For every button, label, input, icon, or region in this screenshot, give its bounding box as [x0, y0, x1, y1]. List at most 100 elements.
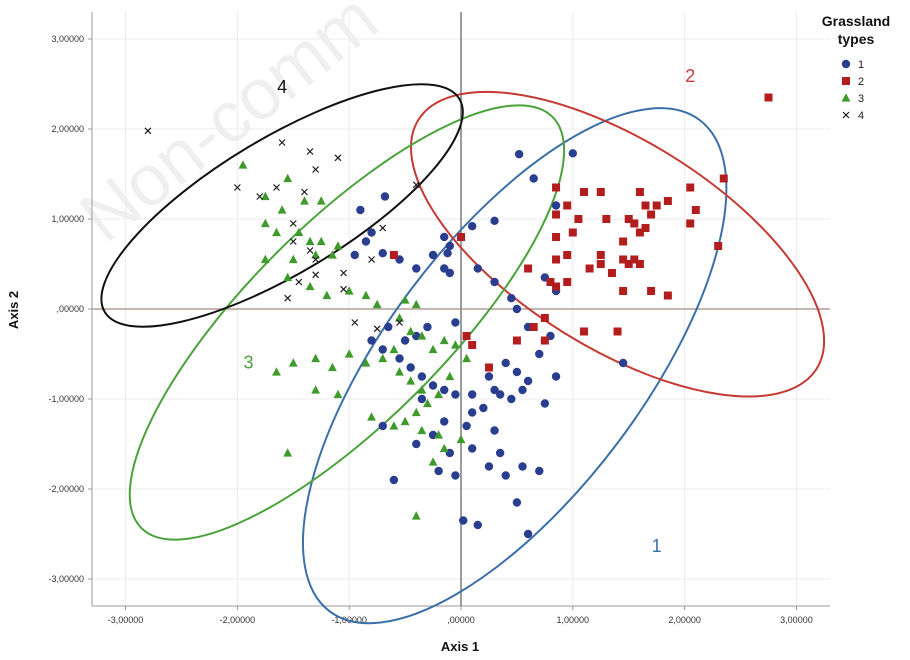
data-point-3	[305, 281, 315, 291]
data-point-1	[378, 345, 387, 354]
data-point-2	[764, 93, 773, 102]
data-point-2	[647, 210, 656, 219]
data-point-1	[451, 471, 460, 480]
data-point-4	[233, 184, 241, 191]
data-point-1	[467, 408, 477, 417]
data-point-1	[440, 417, 449, 426]
data-point-4	[144, 127, 152, 135]
legend-marker-3	[841, 93, 851, 102]
data-point-3	[272, 367, 281, 376]
data-point-1	[523, 376, 533, 386]
confidence-ellipses: 1 2 3 4	[100, 66, 826, 625]
data-point-1	[467, 222, 477, 231]
data-point-2	[619, 287, 628, 295]
data-point-1	[490, 426, 499, 435]
data-point-1	[445, 241, 455, 251]
data-point-3	[378, 353, 388, 363]
data-point-3	[328, 362, 337, 372]
x-tick-label: 2,00000	[668, 615, 701, 625]
legend-label-1: 1	[858, 59, 864, 71]
ellipse-label-4: 4	[277, 77, 287, 97]
data-point-1	[490, 385, 499, 395]
data-point-3	[428, 344, 438, 354]
x-tick-label: -2,00000	[220, 615, 256, 625]
data-point-1	[490, 277, 499, 287]
data-point-3	[260, 218, 270, 228]
data-point-2	[580, 327, 588, 336]
data-point-3	[389, 344, 399, 354]
data-point-2	[691, 206, 700, 214]
data-point-4	[412, 181, 420, 189]
data-point-2	[529, 323, 538, 331]
data-point-3	[434, 389, 444, 399]
data-point-3	[400, 295, 410, 304]
series-1	[350, 149, 628, 539]
ellipse-label-1: 1	[652, 536, 662, 556]
data-point-3	[333, 389, 343, 399]
data-point-2	[619, 237, 628, 246]
data-point-4	[373, 325, 381, 333]
data-point-3	[344, 286, 354, 295]
x-tick-label: 3,00000	[780, 615, 813, 625]
ellipse-group-4	[100, 83, 464, 328]
data-point-3	[411, 407, 421, 417]
data-point-2	[714, 242, 723, 250]
y-tick-label: -1,00000	[48, 394, 84, 404]
data-point-3	[316, 236, 326, 246]
data-point-1	[412, 439, 421, 449]
legend-marker-1	[841, 59, 851, 69]
data-point-1	[518, 462, 527, 471]
data-point-1	[490, 216, 499, 225]
data-point-3	[428, 457, 438, 466]
data-point-1	[507, 394, 516, 404]
data-point-2	[484, 363, 493, 372]
data-point-1	[535, 466, 544, 476]
data-point-3	[322, 290, 332, 300]
data-point-2	[552, 255, 561, 264]
data-point-1	[473, 520, 482, 530]
data-point-3	[445, 371, 455, 381]
data-point-3	[277, 205, 287, 214]
data-point-4	[312, 256, 320, 263]
data-point-1	[412, 264, 421, 273]
data-point-2	[719, 174, 728, 183]
data-point-4	[312, 271, 320, 279]
data-point-2	[563, 251, 572, 259]
legend-item-1: 1	[841, 59, 864, 71]
data-point-3	[451, 340, 460, 349]
data-point-1	[384, 322, 393, 332]
data-point-3	[372, 299, 382, 309]
data-point-2	[686, 183, 695, 192]
data-point-2	[624, 260, 633, 268]
data-point-2	[635, 260, 644, 268]
data-point-3	[417, 425, 427, 435]
data-point-3	[406, 376, 416, 385]
legend-label-3: 3	[858, 93, 864, 105]
data-point-2	[630, 219, 639, 228]
data-point-3	[294, 227, 304, 237]
data-point-2	[635, 228, 644, 237]
y-tick-label: ,00000	[56, 304, 84, 314]
data-point-1	[434, 466, 443, 476]
data-point-3	[367, 412, 376, 421]
data-point-3	[333, 241, 343, 250]
data-point-1	[378, 249, 387, 258]
data-points	[144, 93, 773, 539]
data-point-3	[456, 434, 466, 444]
data-point-2	[568, 228, 577, 237]
data-point-2	[462, 332, 471, 340]
data-point-1	[551, 372, 561, 381]
data-point-3	[400, 416, 410, 426]
data-point-2	[663, 291, 672, 300]
data-point-1	[440, 385, 449, 395]
data-point-2	[389, 251, 398, 259]
data-point-1	[529, 174, 538, 183]
data-point-3	[288, 254, 298, 264]
data-point-3	[361, 358, 371, 367]
data-point-1	[459, 516, 468, 525]
data-point-2	[641, 224, 650, 232]
data-point-1	[467, 444, 477, 453]
data-point-4	[278, 139, 286, 146]
data-point-2	[663, 197, 672, 205]
